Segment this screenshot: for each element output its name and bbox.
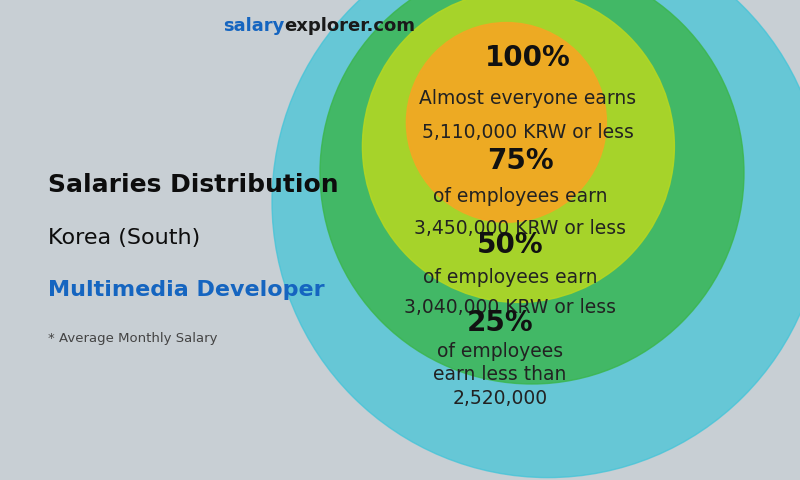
Text: of employees: of employees [437, 342, 563, 361]
Ellipse shape [272, 0, 800, 478]
Text: of employees earn: of employees earn [433, 187, 607, 206]
Text: * Average Monthly Salary: * Average Monthly Salary [48, 332, 218, 345]
Text: Korea (South): Korea (South) [48, 228, 200, 248]
Text: earn less than: earn less than [434, 365, 566, 384]
Ellipse shape [406, 23, 606, 222]
Text: 100%: 100% [485, 44, 571, 72]
Text: Multimedia Developer: Multimedia Developer [48, 280, 325, 300]
Text: of employees earn: of employees earn [423, 268, 598, 287]
Text: 3,450,000 KRW or less: 3,450,000 KRW or less [414, 218, 626, 238]
Text: Almost everyone earns: Almost everyone earns [419, 89, 637, 108]
Text: 75%: 75% [486, 147, 554, 175]
Text: 3,040,000 KRW or less: 3,040,000 KRW or less [405, 298, 617, 317]
Text: 25%: 25% [466, 309, 534, 336]
Text: explorer.com: explorer.com [284, 17, 415, 35]
Text: Salaries Distribution: Salaries Distribution [48, 173, 338, 197]
Text: 5,110,000 KRW or less: 5,110,000 KRW or less [422, 122, 634, 142]
Ellipse shape [362, 0, 674, 302]
Text: salary: salary [222, 17, 284, 35]
Text: 50%: 50% [477, 231, 544, 259]
Ellipse shape [320, 0, 744, 384]
Text: 2,520,000: 2,520,000 [453, 389, 547, 408]
